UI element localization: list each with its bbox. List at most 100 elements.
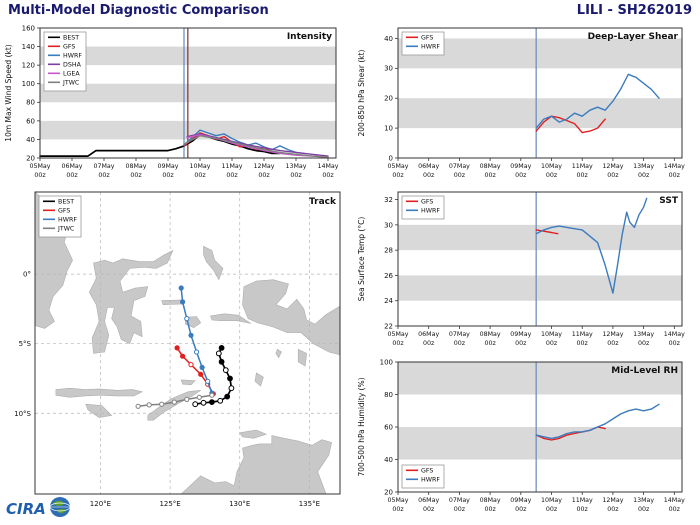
globe-icon <box>49 497 71 517</box>
svg-text:10May: 10May <box>541 497 562 504</box>
svg-text:09May: 09May <box>510 331 531 338</box>
svg-text:00z: 00z <box>484 172 496 179</box>
svg-text:00z: 00z <box>669 340 681 347</box>
svg-text:11May: 11May <box>572 331 593 338</box>
svg-text:07May: 07May <box>449 497 470 504</box>
svg-text:12May: 12May <box>253 163 274 170</box>
svg-text:08May: 08May <box>125 163 146 170</box>
svg-text:05May: 05May <box>387 497 408 504</box>
intensity-chart: 20 40 60 80 100 120 140 160 05May 00z 06May 00z 07Ma… <box>4 24 339 179</box>
svg-text:30: 30 <box>384 221 393 229</box>
chart-title: Deep-Layer Shear <box>588 32 679 42</box>
svg-text:00z: 00z <box>638 506 650 513</box>
sst-chart: 22 24 26 28 30 32 05May 00z 06May 00z 07May 00z 08Ma… <box>357 191 685 347</box>
svg-text:00z: 00z <box>607 506 619 513</box>
svg-text:00z: 00z <box>392 340 404 347</box>
page-title: Multi-Model Diagnostic Comparison <box>8 3 269 18</box>
svg-text:14May: 14May <box>664 163 685 170</box>
svg-text:05May: 05May <box>29 163 50 170</box>
svg-text:00z: 00z <box>423 340 435 347</box>
svg-text:125°E: 125°E <box>159 500 180 508</box>
svg-text:00z: 00z <box>98 172 110 179</box>
svg-text:HWRF: HWRF <box>421 208 440 215</box>
svg-text:40: 40 <box>384 35 393 43</box>
svg-text:Sea Surface Temp (°C): Sea Surface Temp (°C) <box>357 217 366 302</box>
svg-text:12May: 12May <box>602 497 623 504</box>
svg-text:00z: 00z <box>515 506 527 513</box>
svg-text:10m Max Wind Speed (kt): 10m Max Wind Speed (kt) <box>4 44 13 141</box>
svg-text:00z: 00z <box>162 172 174 179</box>
svg-text:HWRF: HWRF <box>63 53 82 60</box>
chart-title: Intensity <box>287 32 332 42</box>
svg-text:80: 80 <box>384 391 393 399</box>
svg-text:32: 32 <box>384 196 393 204</box>
svg-text:JTWC: JTWC <box>62 80 80 87</box>
chart-title: Track <box>309 197 337 207</box>
svg-text:120°E: 120°E <box>90 500 111 508</box>
svg-text:00z: 00z <box>546 340 558 347</box>
svg-text:00z: 00z <box>34 172 46 179</box>
svg-text:120: 120 <box>22 62 35 70</box>
svg-text:100: 100 <box>380 358 393 366</box>
svg-text:12May: 12May <box>602 331 623 338</box>
svg-text:11May: 11May <box>572 163 593 170</box>
svg-text:HWRF: HWRF <box>421 44 440 51</box>
svg-text:06May: 06May <box>61 163 82 170</box>
svg-text:07May: 07May <box>93 163 114 170</box>
svg-text:40: 40 <box>26 136 35 144</box>
rh-chart: 20 40 60 80 100 05May 00z 06May 00z 07May 00z 08May… <box>357 358 685 513</box>
svg-text:10May: 10May <box>189 163 210 170</box>
svg-text:HWRF: HWRF <box>58 217 77 224</box>
svg-text:60: 60 <box>384 423 393 431</box>
svg-text:07May: 07May <box>449 163 470 170</box>
svg-text:13May: 13May <box>633 497 654 504</box>
svg-text:13May: 13May <box>633 331 654 338</box>
svg-text:5°S: 5°S <box>19 340 32 348</box>
svg-text:24: 24 <box>384 297 393 305</box>
legend: GFS HWRF <box>401 31 445 56</box>
svg-text:LGEA: LGEA <box>63 71 80 78</box>
svg-text:00z: 00z <box>638 340 650 347</box>
svg-text:00z: 00z <box>392 506 404 513</box>
svg-text:00z: 00z <box>66 172 78 179</box>
svg-text:22: 22 <box>384 322 393 330</box>
svg-text:10°S: 10°S <box>14 410 31 418</box>
svg-text:20: 20 <box>26 154 35 162</box>
svg-text:GFS: GFS <box>421 199 433 206</box>
svg-text:00z: 00z <box>669 172 681 179</box>
svg-text:06May: 06May <box>418 331 439 338</box>
svg-text:JTWC: JTWC <box>57 226 75 233</box>
svg-text:200-850 hPa Shear (kt): 200-850 hPa Shear (kt) <box>357 49 366 136</box>
svg-text:00z: 00z <box>515 340 527 347</box>
legend: GFS HWRF <box>401 195 445 220</box>
svg-text:BEST: BEST <box>58 199 74 206</box>
svg-text:BEST: BEST <box>63 35 79 42</box>
svg-text:06May: 06May <box>418 497 439 504</box>
svg-text:14May: 14May <box>664 331 685 338</box>
svg-text:0°: 0° <box>23 271 31 279</box>
svg-text:00z: 00z <box>669 506 681 513</box>
legend: GFS HWRF <box>401 464 445 489</box>
svg-text:10May: 10May <box>541 163 562 170</box>
svg-text:100: 100 <box>22 80 35 88</box>
shear-chart: 0 10 20 30 40 05May 00z 06May 00z 07May 00z 08May 00… <box>357 27 685 179</box>
svg-text:135°E: 135°E <box>299 500 320 508</box>
svg-text:00z: 00z <box>392 172 404 179</box>
svg-text:14May: 14May <box>317 163 338 170</box>
svg-text:00z: 00z <box>484 340 496 347</box>
svg-text:08May: 08May <box>480 497 501 504</box>
legend: BEST GFS HWRF DSHA LGEA JTWC <box>43 31 87 92</box>
chart-title: Mid-Level RH <box>611 366 678 376</box>
svg-text:00z: 00z <box>290 172 302 179</box>
svg-text:130°E: 130°E <box>229 500 250 508</box>
svg-text:07May: 07May <box>449 331 470 338</box>
svg-text:700-500 hPa Humidity (%): 700-500 hPa Humidity (%) <box>357 377 366 476</box>
svg-text:05May: 05May <box>387 163 408 170</box>
svg-text:20: 20 <box>384 95 393 103</box>
svg-text:00z: 00z <box>258 172 270 179</box>
svg-text:00z: 00z <box>546 506 558 513</box>
svg-text:00z: 00z <box>607 340 619 347</box>
svg-text:DSHA: DSHA <box>63 62 82 69</box>
svg-text:00z: 00z <box>423 506 435 513</box>
